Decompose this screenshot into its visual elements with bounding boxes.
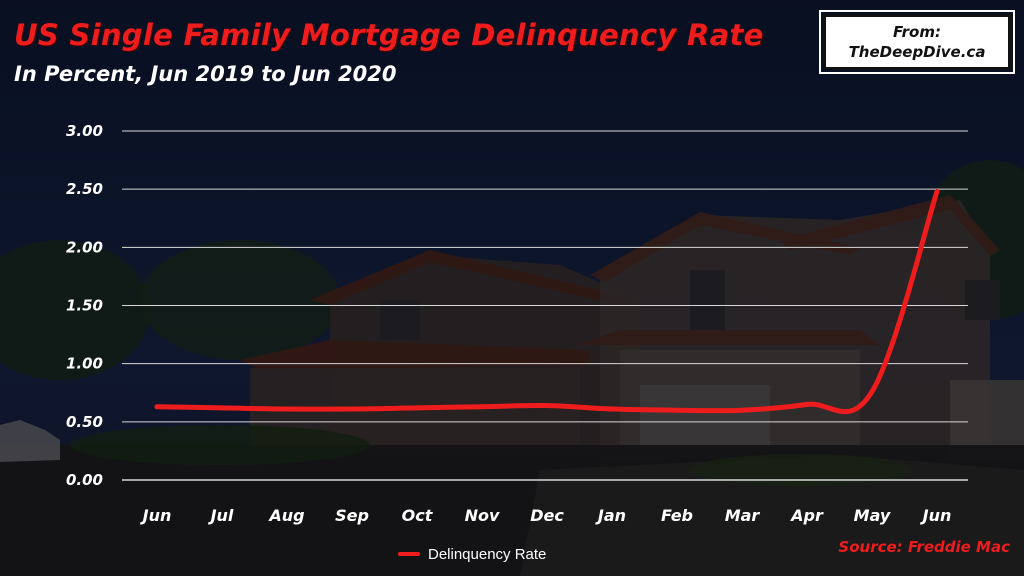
x-tick-label: Sep [335, 506, 369, 525]
x-tick-label: Jun [140, 506, 172, 525]
x-axis-ticks: Jun Jul Aug Sep Oct Nov Dec Jan Feb Mar Apr May Jun [140, 506, 952, 525]
source-site-badge: From: TheDeepDive.ca [819, 10, 1015, 74]
x-tick-label: Jan [595, 506, 626, 525]
source-note: Source: Freddie Mac [838, 538, 1010, 556]
data-point [479, 404, 485, 410]
y-tick-label: 1.00 [66, 355, 103, 373]
badge-line-1: From: [893, 23, 941, 41]
data-point [349, 406, 355, 412]
data-point [609, 406, 615, 412]
data-point [284, 406, 290, 412]
x-tick-label: Apr [789, 506, 824, 525]
x-tick-label: Dec [530, 506, 564, 525]
data-point [739, 407, 745, 413]
y-tick-label: 1.50 [66, 297, 103, 315]
series-line-delinquency-rate [154, 188, 940, 415]
data-point [869, 389, 875, 395]
legend: Delinquency Rate [398, 544, 546, 564]
y-tick-label: 0.00 [66, 471, 103, 489]
x-tick-label: Jul [208, 506, 234, 525]
legend-label: Delinquency Rate [428, 545, 547, 563]
data-point [804, 401, 810, 407]
data-point [154, 404, 160, 410]
data-point [414, 405, 420, 411]
gridlines [122, 130, 968, 481]
data-point [934, 188, 940, 194]
x-tick-label: Feb [661, 506, 693, 525]
x-tick-label: Jun [920, 506, 952, 525]
x-tick-label: May [854, 506, 891, 525]
chart-subtitle: In Percent, Jun 2019 to Jun 2020 [14, 62, 397, 86]
y-tick-label: 2.00 [66, 238, 103, 256]
data-point [219, 405, 225, 411]
chart-title: US Single Family Mortgage Delinquency Ra… [14, 18, 764, 52]
data-point [544, 403, 550, 409]
y-tick-label: 3.00 [66, 122, 103, 140]
legend-line-icon [398, 552, 420, 556]
x-tick-label: Nov [465, 506, 500, 525]
badge-line-2: TheDeepDive.ca [848, 43, 986, 61]
x-tick-label: Oct [402, 506, 434, 525]
y-axis-ticks: 0.00 0.50 1.00 1.50 2.00 2.50 3.00 [66, 122, 103, 489]
y-tick-label: 2.50 [66, 180, 103, 198]
data-point [674, 407, 680, 413]
y-tick-label: 0.50 [66, 413, 103, 431]
x-tick-label: Aug [267, 506, 304, 525]
series-layer [154, 188, 940, 415]
x-tick-label: Mar [725, 506, 761, 525]
